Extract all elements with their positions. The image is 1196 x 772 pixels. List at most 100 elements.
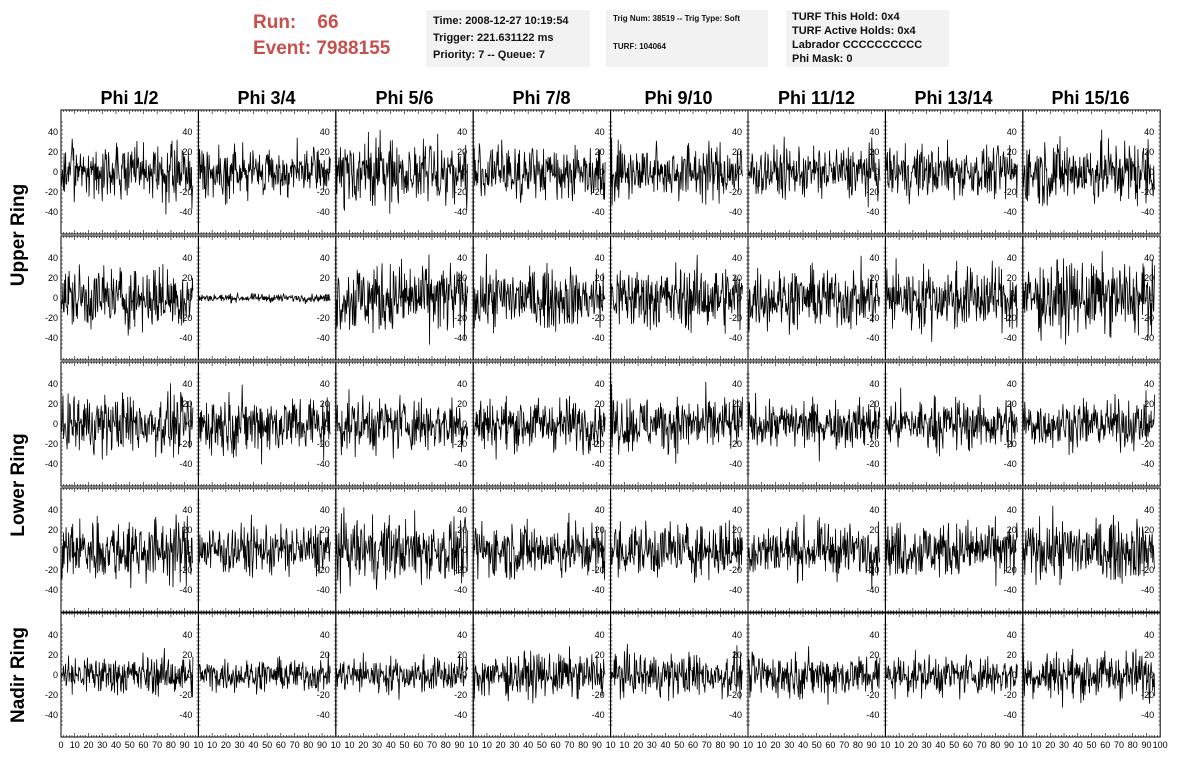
x-tick-label: 40 <box>111 740 121 750</box>
y-tick-label-right: -40 <box>454 207 467 217</box>
x-ticks <box>198 613 337 737</box>
y-tick-label-right: 0 <box>600 293 605 303</box>
y-tick-label-right: -40 <box>866 207 879 217</box>
y-tick-label-right: 0 <box>737 419 742 429</box>
x-ticks <box>60 110 199 234</box>
x-tick-label: 80 <box>166 740 176 750</box>
y-ticks <box>610 499 748 601</box>
y-tick-label-left: 40 <box>48 127 58 137</box>
turf-text: TURF: 104064 <box>613 42 666 51</box>
x-ticks <box>1022 362 1161 486</box>
x-tick-label: 70 <box>290 740 300 750</box>
x-tick-label: 30 <box>372 740 382 750</box>
y-tick-label-right: -40 <box>1004 585 1017 595</box>
waveform-trace <box>472 395 606 460</box>
x-tick-label: 90 <box>454 740 464 750</box>
y-tick-label-right: -20 <box>1004 690 1017 700</box>
run-value: 66 <box>317 12 339 33</box>
y-tick-label-right: -20 <box>179 313 192 323</box>
waveform-trace <box>885 387 1018 457</box>
waveform-trace <box>747 514 881 589</box>
y-tick-label-right: -20 <box>454 187 467 197</box>
y-tick-label-right: -40 <box>1004 459 1017 469</box>
x-tick-label: 0 <box>58 740 63 750</box>
x-tick-label: 30 <box>235 740 245 750</box>
waveform-trace <box>1022 390 1156 456</box>
y-tick-label-right: -40 <box>179 459 192 469</box>
waveform-trace <box>747 392 881 462</box>
x-tick-label: 30 <box>647 740 657 750</box>
y-tick-label-right: -40 <box>317 207 330 217</box>
panel-r2-c4: 40 20 0 -20 -40 <box>472 235 612 361</box>
x-ticks <box>747 110 886 234</box>
x-ticks <box>198 236 337 360</box>
y-tick-label-right: -40 <box>1004 710 1017 720</box>
y-tick-label-right: -40 <box>179 333 192 343</box>
x-tick-label: 70 <box>702 740 712 750</box>
phi-header-5: Phi 9/10 <box>644 88 713 108</box>
x-tick-label: 50 <box>125 740 135 750</box>
y-tick-label-right: -40 <box>317 333 330 343</box>
x-tick-label: 50 <box>537 740 547 750</box>
x-ticks <box>747 488 886 612</box>
panel-r3-c4: 40 20 0 -20 -40 <box>472 361 612 487</box>
x-tick-label: 60 <box>413 740 423 750</box>
waveform-trace <box>610 254 743 334</box>
y-tick-label-right: 20 <box>182 273 192 283</box>
y-tick-label-right: 0 <box>1012 670 1017 680</box>
run-event-block: Run: 66 Event: 7988155 <box>253 10 390 62</box>
trigger-text: Trigger: 221.631122 ms <box>433 32 554 44</box>
waveform-trace <box>885 139 1018 205</box>
x-tick-label: 60 <box>688 740 698 750</box>
y-tick-label-right: 20 <box>1007 650 1017 660</box>
panel-r4-c3: 40 20 0 -20 -40 <box>335 487 474 613</box>
phi-header-4: Phi 7/8 <box>512 88 571 108</box>
x-tick-label: 20 <box>496 740 506 750</box>
panel-r5-c1: 40 20 0 -20 -40 40 20 0 -20 -40 <box>45 612 199 738</box>
x-tick-label: 20 <box>633 740 643 750</box>
y-tick-label-right: 20 <box>869 650 879 660</box>
x-tick-label: 40 <box>248 740 258 750</box>
x-ticks <box>472 488 611 612</box>
y-tick-label-left: -40 <box>45 207 58 217</box>
y-tick-label-right: 40 <box>182 127 192 137</box>
y-tick-label-right: 0 <box>600 419 605 429</box>
x-tick-label: 40 <box>1073 740 1083 750</box>
y-tick-label-right: 0 <box>462 670 467 680</box>
y-tick-label-right: 20 <box>595 273 605 283</box>
x-ticks <box>1022 488 1161 612</box>
x-tick-label: 10 <box>894 740 904 750</box>
waveform-trace <box>1022 505 1156 586</box>
x-ticks <box>610 613 749 737</box>
y-tick-label-right: -40 <box>592 207 605 217</box>
x-tick-label: 10 <box>207 740 217 750</box>
x-tick-label: 10 <box>619 740 629 750</box>
y-tick-label-left: 0 <box>53 167 58 177</box>
y-tick-label-right: -20 <box>592 690 605 700</box>
x-tick-label: 20 <box>1045 740 1055 750</box>
waveform-trace <box>198 652 331 695</box>
y-tick-label-right: -40 <box>592 710 605 720</box>
y-tick-label-right: 0 <box>187 419 192 429</box>
event-label: Event: <box>253 38 312 59</box>
y-tick-label-right: 20 <box>1007 399 1017 409</box>
x-ticks <box>1022 613 1161 737</box>
y-tick-label-right: 40 <box>320 379 330 389</box>
phi-header-7: Phi 13/14 <box>914 88 993 108</box>
x-tick-label: 80 <box>716 740 726 750</box>
y-tick-label-right: 40 <box>182 253 192 263</box>
y-tick-label-left: 0 <box>53 419 58 429</box>
y-tick-label-right: 20 <box>457 650 467 660</box>
y-tick-label-right: 20 <box>732 525 742 535</box>
y-tick-label-right: -20 <box>592 439 605 449</box>
x-tick-label: 10 <box>482 740 492 750</box>
y-tick-label-right: 40 <box>457 253 467 263</box>
y-tick-label-right: 20 <box>869 147 879 157</box>
waveform-trace <box>335 129 469 214</box>
x-tick-label: 40 <box>935 740 945 750</box>
run-label: Run: <box>253 12 297 33</box>
waveform-trace <box>610 138 743 206</box>
